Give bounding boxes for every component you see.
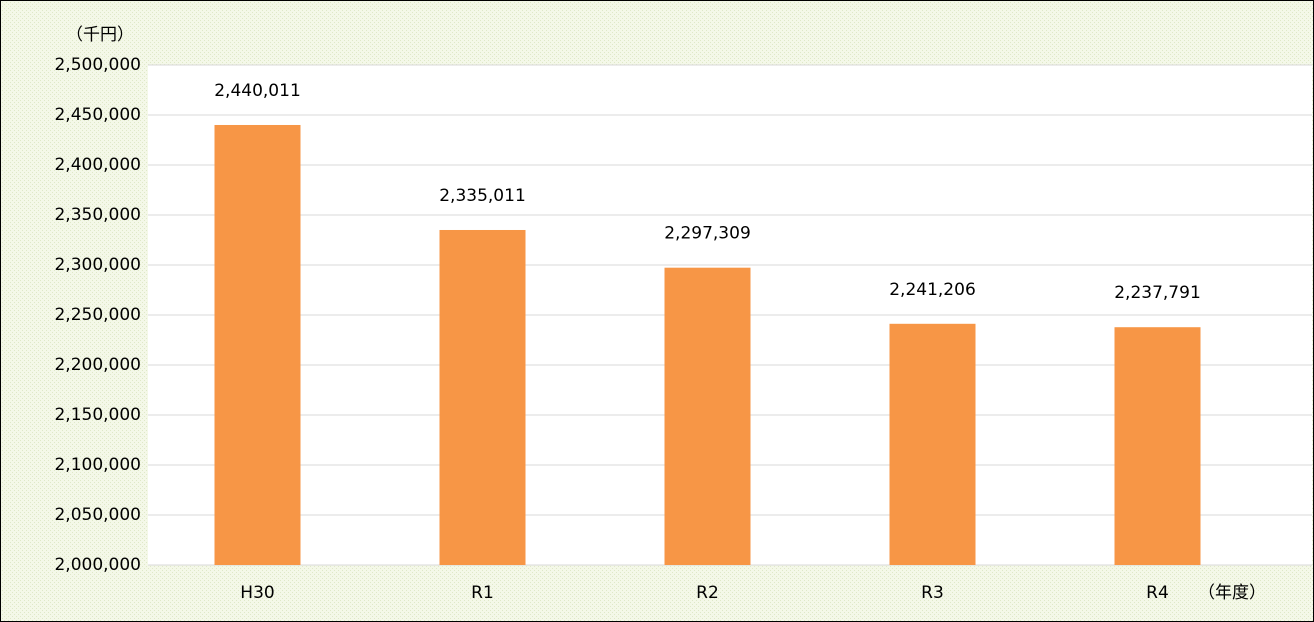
x-tick-label: R2	[696, 583, 719, 603]
y-tick-label: 2,350,000	[54, 205, 141, 225]
y-tick-label: 2,000,000	[54, 555, 141, 575]
y-tick-label: 2,050,000	[54, 505, 141, 525]
x-tick-label: R3	[921, 583, 944, 603]
y-tick-label: 2,450,000	[54, 105, 141, 125]
data-label: 2,335,011	[439, 186, 526, 206]
y-tick-label: 2,200,000	[54, 355, 141, 375]
bar	[1114, 327, 1201, 565]
y-tick-label: 2,250,000	[54, 305, 141, 325]
x-axis-label: （年度）	[1198, 583, 1266, 603]
y-tick-label: 2,100,000	[54, 455, 141, 475]
data-label: 2,297,309	[664, 224, 751, 244]
y-tick-label: 2,150,000	[54, 405, 141, 425]
data-label: 2,241,206	[889, 280, 976, 300]
bar	[439, 229, 526, 565]
x-tick-label: R4	[1146, 583, 1169, 603]
x-tick-label: R1	[471, 583, 494, 603]
y-tick-label: 2,400,000	[54, 155, 141, 175]
y-tick-label: 2,500,000	[54, 55, 141, 75]
data-label: 2,440,011	[214, 81, 301, 101]
data-label: 2,237,791	[1114, 283, 1201, 303]
bar	[664, 267, 751, 565]
x-tick-label: H30	[240, 583, 274, 603]
y-axis-label: （千円）	[66, 25, 134, 45]
y-tick-label: 2,300,000	[54, 255, 141, 275]
bar	[889, 323, 976, 565]
bar	[214, 124, 301, 565]
